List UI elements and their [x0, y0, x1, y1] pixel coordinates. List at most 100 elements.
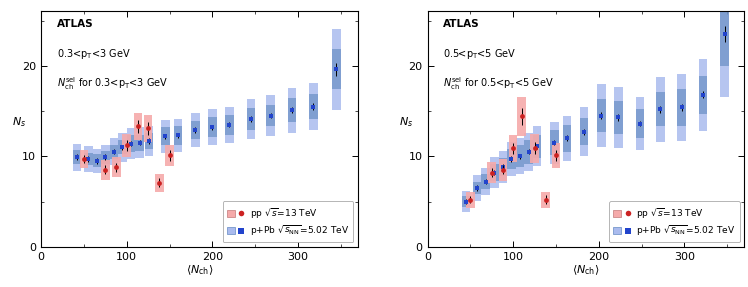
Bar — [515, 138, 524, 174]
Bar — [110, 145, 118, 159]
Text: 0.3<p$_{\mathrm{T}}$<3 GeV: 0.3<p$_{\mathrm{T}}$<3 GeV — [57, 47, 131, 61]
Bar — [597, 99, 606, 132]
Point — [550, 153, 562, 158]
Bar — [191, 113, 200, 147]
Point — [471, 186, 483, 190]
Bar — [144, 125, 153, 156]
Bar — [288, 88, 296, 133]
Bar — [490, 164, 499, 181]
Bar — [79, 150, 88, 168]
Bar — [482, 174, 490, 189]
Bar — [636, 109, 644, 138]
Point — [515, 114, 527, 119]
Point — [78, 157, 90, 161]
Bar — [699, 59, 708, 131]
Point — [99, 155, 111, 160]
Bar — [309, 83, 318, 130]
Bar — [225, 115, 233, 135]
Point — [206, 125, 218, 130]
Point — [460, 199, 472, 204]
Bar — [266, 95, 275, 136]
Point — [245, 117, 257, 121]
Bar — [134, 113, 142, 140]
Bar — [524, 140, 533, 164]
Point — [578, 129, 590, 134]
Point — [488, 170, 500, 175]
Bar — [720, 2, 729, 66]
Bar — [552, 143, 560, 168]
Bar — [123, 134, 131, 157]
Bar — [720, 0, 729, 98]
Point — [561, 136, 573, 141]
Y-axis label: $N_s$: $N_s$ — [399, 115, 413, 129]
Point — [497, 165, 509, 169]
Bar — [462, 196, 470, 207]
Point — [153, 180, 165, 185]
Bar — [542, 192, 550, 208]
Point — [548, 140, 560, 145]
Bar — [507, 149, 515, 169]
Bar — [509, 135, 518, 162]
Bar — [597, 84, 606, 147]
Bar — [656, 92, 665, 127]
Bar — [93, 149, 101, 172]
Bar — [473, 175, 482, 201]
Bar — [135, 135, 144, 151]
Point — [654, 107, 666, 112]
Bar — [101, 145, 110, 170]
Point — [479, 179, 491, 184]
Bar — [614, 87, 622, 148]
Bar — [247, 108, 255, 130]
Bar — [309, 94, 318, 119]
Bar — [515, 146, 524, 167]
Point — [189, 128, 201, 132]
Bar — [118, 133, 126, 162]
Point — [142, 126, 154, 131]
Point — [675, 105, 687, 110]
Bar — [656, 77, 665, 142]
Point — [697, 92, 709, 97]
Point — [540, 197, 552, 202]
Point — [91, 158, 102, 163]
Bar — [161, 127, 170, 146]
Bar — [266, 105, 275, 127]
Bar — [191, 121, 200, 139]
Legend: pp $\sqrt{s}$=13 TeV, p+Pb $\sqrt{s_{\mathrm{NN}}}$=5.02 TeV: pp $\sqrt{s}$=13 TeV, p+Pb $\sqrt{s_{\ma… — [223, 201, 353, 242]
Point — [108, 150, 120, 154]
Bar — [247, 99, 255, 139]
Bar — [93, 154, 101, 167]
Point — [159, 134, 171, 139]
Bar — [533, 127, 542, 166]
Bar — [84, 153, 93, 165]
Bar — [110, 138, 118, 165]
Bar — [332, 29, 341, 110]
Point — [265, 113, 277, 118]
Point — [497, 168, 509, 172]
Bar — [101, 160, 110, 180]
Point — [506, 157, 518, 161]
Bar — [499, 158, 507, 176]
Text: 0.5<p$_{\mathrm{T}}$<5 GeV: 0.5<p$_{\mathrm{T}}$<5 GeV — [444, 47, 517, 61]
Bar — [135, 127, 144, 158]
Point — [514, 154, 526, 159]
Bar — [533, 135, 542, 158]
Bar — [562, 116, 571, 161]
Point — [111, 165, 123, 169]
Point — [164, 153, 176, 158]
Bar — [636, 98, 644, 150]
Text: ATLAS: ATLAS — [57, 19, 94, 28]
Bar — [332, 49, 341, 89]
X-axis label: $\langle N_{\mathrm{ch}}\rangle$: $\langle N_{\mathrm{ch}}\rangle$ — [572, 263, 600, 277]
X-axis label: $\langle N_{\mathrm{ch}}\rangle$: $\langle N_{\mathrm{ch}}\rangle$ — [186, 263, 213, 277]
Bar — [562, 125, 571, 152]
Bar — [524, 133, 533, 171]
Bar — [499, 151, 507, 183]
Point — [224, 122, 236, 127]
Point — [307, 104, 319, 109]
Bar — [84, 146, 93, 172]
Bar — [530, 134, 539, 163]
Legend: pp $\sqrt{s}$=13 TeV, p+Pb $\sqrt{s_{\mathrm{NN}}}$=5.02 TeV: pp $\sqrt{s}$=13 TeV, p+Pb $\sqrt{s_{\ma… — [609, 201, 740, 242]
Point — [117, 145, 129, 150]
Bar — [518, 96, 526, 136]
Bar — [118, 140, 126, 154]
